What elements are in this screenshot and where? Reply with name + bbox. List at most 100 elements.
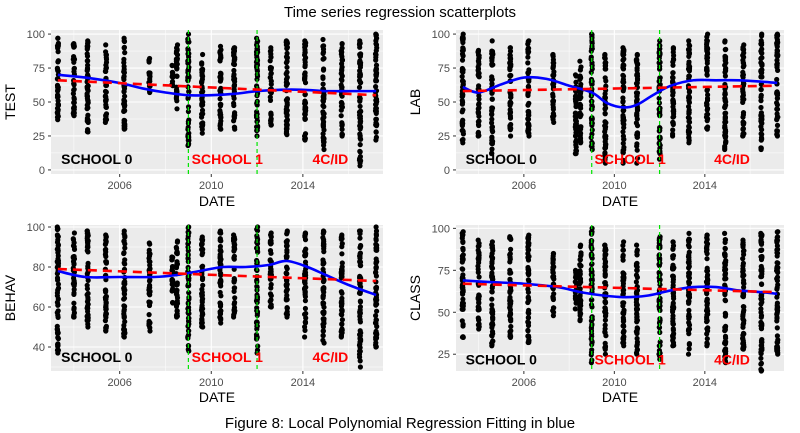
data-point [268, 51, 274, 57]
data-point [740, 273, 746, 279]
data-point [740, 313, 746, 319]
data-point [283, 122, 290, 128]
data-point [321, 318, 327, 324]
data-point [603, 60, 609, 66]
data-point [321, 276, 327, 282]
data-point [703, 239, 710, 245]
data-point [54, 310, 60, 316]
data-point [84, 66, 91, 72]
data-point [283, 255, 290, 261]
data-point [55, 237, 61, 243]
data-point [508, 323, 514, 330]
data-point [373, 285, 379, 291]
data-point [284, 266, 290, 272]
data-point [218, 293, 224, 299]
data-point [507, 99, 513, 105]
data-point [357, 103, 363, 109]
data-point [339, 272, 345, 278]
data-point [602, 313, 609, 319]
data-point [685, 259, 692, 265]
data-point [122, 50, 128, 56]
data-point [373, 66, 379, 72]
data-point [507, 276, 513, 283]
data-point [774, 76, 780, 83]
data-point [602, 110, 608, 116]
data-point [705, 111, 711, 117]
data-point [526, 49, 532, 55]
data-point [475, 49, 481, 55]
data-point [186, 310, 192, 317]
data-point [268, 118, 274, 124]
data-point [578, 311, 584, 317]
y-tick-label: 80 [33, 262, 45, 274]
data-point [302, 70, 308, 76]
data-point [634, 314, 640, 320]
data-point [283, 54, 290, 60]
data-point [84, 292, 90, 298]
data-point [231, 118, 237, 124]
data-point [758, 309, 764, 315]
data-point [577, 67, 584, 73]
data-point [671, 342, 677, 348]
data-point [489, 96, 495, 102]
data-point [704, 67, 710, 73]
data-point [722, 297, 728, 303]
data-point [357, 98, 363, 104]
data-point [573, 142, 579, 148]
data-point [302, 259, 309, 265]
data-point [231, 100, 237, 106]
data-point [621, 340, 627, 346]
data-point [602, 280, 608, 286]
data-point [103, 112, 109, 118]
data-point [338, 82, 344, 88]
chart-panel-test: SCHOOL 0 SCHOOL 1 4C/ID 2006 2010 2014 0 25 50 75… [2, 29, 383, 209]
data-point [268, 269, 274, 275]
data-point [550, 99, 556, 105]
data-point [489, 245, 495, 251]
y-tick-label: 0 [39, 165, 45, 177]
y-tick-label: 50 [438, 307, 450, 319]
data-point [670, 70, 676, 76]
data-point [775, 234, 781, 240]
data-point [85, 39, 91, 45]
data-point [71, 59, 77, 65]
data-point [621, 276, 627, 282]
data-point [670, 246, 676, 252]
data-point [670, 279, 676, 285]
data-point [284, 292, 290, 298]
data-point [620, 287, 626, 294]
data-point [507, 115, 514, 121]
data-point [357, 52, 364, 58]
data-point [634, 302, 640, 308]
data-point [633, 80, 640, 87]
data-point [489, 256, 495, 262]
data-point [489, 107, 495, 113]
data-point [339, 321, 345, 327]
data-point [174, 287, 180, 293]
data-point [71, 55, 77, 62]
linear-fit-line [462, 84, 778, 93]
data-point [217, 103, 224, 109]
data-point [775, 67, 781, 73]
data-point [686, 38, 692, 44]
data-point [704, 318, 710, 324]
data-point [634, 346, 641, 353]
data-point [758, 355, 764, 361]
data-point [71, 253, 77, 260]
data-point [722, 313, 729, 319]
data-point [373, 241, 379, 247]
data-point [373, 296, 379, 303]
data-point [231, 95, 237, 101]
data-point [320, 122, 326, 128]
data-point [758, 104, 764, 111]
data-point [284, 305, 290, 311]
data-point [231, 288, 237, 294]
data-point [103, 42, 109, 48]
data-point [489, 140, 495, 146]
data-point [686, 99, 693, 106]
data-point [634, 247, 640, 253]
data-point [185, 108, 191, 115]
data-point [84, 237, 90, 243]
data-point [573, 126, 579, 132]
data-point [357, 290, 363, 296]
